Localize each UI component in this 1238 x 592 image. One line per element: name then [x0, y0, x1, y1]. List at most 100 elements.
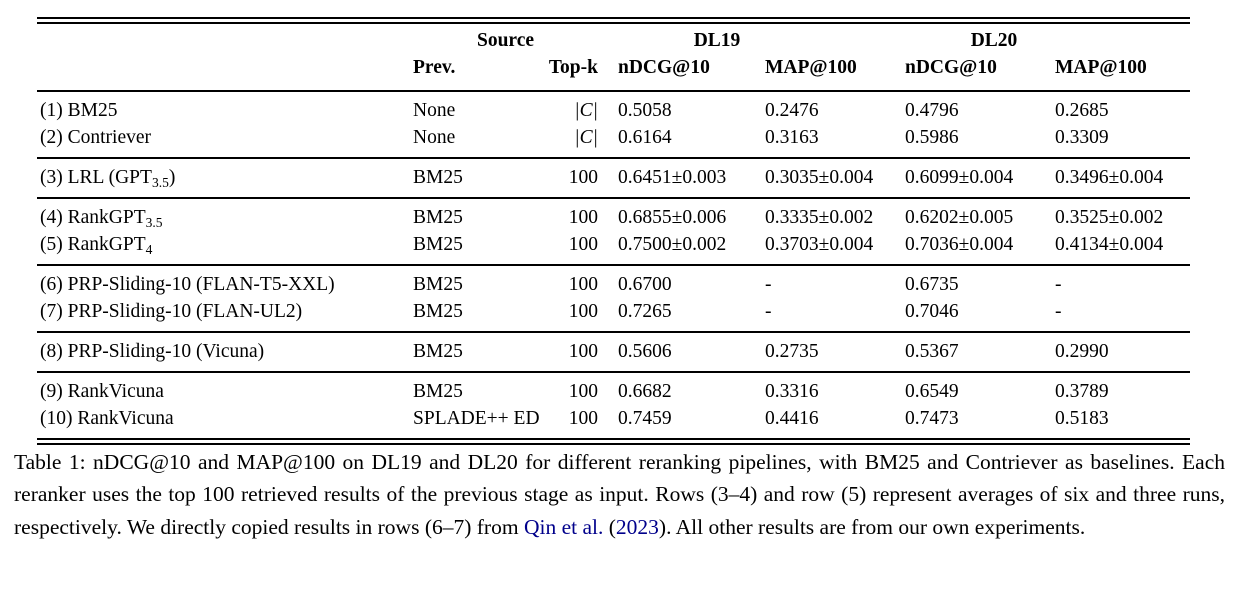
cell-dl20-ndcg: 0.6549: [905, 381, 959, 402]
cell-dl19-ndcg: 0.7500±0.002: [618, 234, 727, 255]
cell-method: (4) RankGPT3.5: [40, 207, 163, 230]
cell-dl20-map: 0.3525±0.002: [1055, 207, 1164, 228]
table-row: (5) RankGPT4 BM25 100 0.7500±0.002 0.370…: [37, 231, 1190, 265]
cell-dl20-ndcg: 0.7473: [905, 408, 959, 429]
caption-text: (: [603, 514, 616, 539]
results-table: Source DL19 DL20 Prev. Top-k nDCG@10 MAP…: [37, 22, 1190, 440]
table-row: (7) PRP-Sliding-10 (FLAN-UL2) BM25 100 0…: [37, 298, 1190, 332]
cell-dl19-ndcg: 0.6855±0.006: [618, 207, 727, 228]
cell-dl20-map: 0.2685: [1055, 100, 1109, 121]
cell-prev: BM25: [413, 234, 463, 255]
cell-topk: |C|: [574, 100, 598, 121]
empty-header-cell: [37, 23, 413, 55]
caption-text: ). All other results are from our own ex…: [658, 514, 1086, 539]
cell-dl20-map: 0.4134±0.004: [1055, 234, 1164, 255]
table-caption: Table 1: nDCG@10 and MAP@100 on DL19 and…: [14, 446, 1225, 543]
cell-prev: None: [413, 100, 456, 121]
cell-dl19-map: 0.3335±0.002: [765, 207, 874, 228]
cell-method: (3) LRL (GPT3.5): [40, 167, 176, 190]
table-row: (4) RankGPT3.5 BM25 100 0.6855±0.006 0.3…: [37, 198, 1190, 231]
cell-prev: BM25: [413, 341, 463, 362]
cell-dl19-ndcg: 0.5058: [618, 100, 672, 121]
cell-dl19-ndcg: 0.6682: [618, 381, 672, 402]
cell-method: (8) PRP-Sliding-10 (Vicuna): [40, 341, 265, 362]
cell-topk: 100: [568, 234, 598, 255]
header-topk: Top-k: [548, 57, 598, 78]
cell-dl20-ndcg: 0.5367: [905, 341, 959, 362]
header-columns-row: Prev. Top-k nDCG@10 MAP@100 nDCG@10 MAP@…: [37, 55, 1190, 91]
method-subscript: 4: [145, 242, 153, 257]
header-dl20-group: DL20: [970, 30, 1018, 51]
table-header: Source DL19 DL20 Prev. Top-k nDCG@10 MAP…: [37, 23, 1190, 91]
cell-prev: BM25: [413, 207, 463, 228]
cell-dl20-ndcg: 0.7046: [905, 301, 959, 322]
group-rankgpt: (4) RankGPT3.5 BM25 100 0.6855±0.006 0.3…: [37, 198, 1190, 265]
cell-topk: 100: [568, 274, 598, 295]
cell-dl20-map: 0.3496±0.004: [1055, 167, 1164, 188]
cell-dl19-map: -: [765, 301, 772, 322]
cell-dl19-map: -: [765, 274, 772, 295]
group-lrl: (3) LRL (GPT3.5) BM25 100 0.6451±0.003 0…: [37, 158, 1190, 198]
cell-prev: BM25: [413, 381, 463, 402]
cell-topk: 100: [568, 167, 598, 188]
table-row: (9) RankVicuna BM25 100 0.6682 0.3316 0.…: [37, 372, 1190, 405]
cell-dl19-map: 0.2735: [765, 341, 819, 362]
cell-prev: None: [413, 127, 456, 148]
cell-dl20-map: 0.3789: [1055, 381, 1109, 402]
cell-method: (9) RankVicuna: [40, 381, 164, 402]
table-row: (2) Contriever None |C| 0.6164 0.3163 0.…: [37, 124, 1190, 158]
cell-dl19-map: 0.2476: [765, 100, 819, 121]
cell-method: (2) Contriever: [40, 127, 152, 148]
cell-dl20-map: 0.3309: [1055, 127, 1109, 148]
cell-topk: 100: [568, 408, 598, 429]
citation-link-qin-et-al[interactable]: Qin et al.: [523, 514, 604, 539]
citation-link-year[interactable]: 2023: [615, 514, 659, 539]
method-subscript: 3.5: [145, 215, 163, 230]
method-subscript: 3.5: [151, 175, 169, 190]
cell-dl20-ndcg: 0.5986: [905, 127, 959, 148]
cell-topk: 100: [568, 207, 598, 228]
cell-dl19-ndcg: 0.7265: [618, 301, 672, 322]
cell-topk: 100: [568, 341, 598, 362]
caption-text: Table 1: nDCG@10 and MAP@100 on DL19 and…: [14, 450, 1225, 539]
cell-dl19-map: 0.3316: [765, 381, 819, 402]
cell-dl19-map: 0.3163: [765, 127, 819, 148]
cell-prev: SPLADE++ ED: [413, 408, 540, 429]
cell-dl20-map: -: [1055, 274, 1062, 295]
cell-dl19-ndcg: 0.7459: [618, 408, 672, 429]
cell-method: (7) PRP-Sliding-10 (FLAN-UL2): [40, 301, 303, 322]
cell-method: (6) PRP-Sliding-10 (FLAN-T5-XXL): [40, 274, 335, 295]
cell-dl19-ndcg: 0.6700: [618, 274, 672, 295]
table-row: (6) PRP-Sliding-10 (FLAN-T5-XXL) BM25 10…: [37, 265, 1190, 298]
cell-prev: BM25: [413, 167, 463, 188]
cell-dl20-ndcg: 0.6099±0.004: [905, 167, 1014, 188]
cell-dl19-map: 0.4416: [765, 408, 819, 429]
table-row: (1) BM25 None |C| 0.5058 0.2476 0.4796 0…: [37, 91, 1190, 124]
header-dl20-ndcg: nDCG@10: [905, 57, 997, 78]
header-dl19-ndcg: nDCG@10: [618, 57, 710, 78]
cell-topk: |C|: [574, 127, 598, 148]
header-dl19-map: MAP@100: [765, 57, 857, 78]
cell-method: (5) RankGPT4: [40, 234, 153, 257]
group-baselines: (1) BM25 None |C| 0.5058 0.2476 0.4796 0…: [37, 91, 1190, 158]
cell-dl19-map: 0.3035±0.004: [765, 167, 874, 188]
cell-method: (10) RankVicuna: [40, 408, 174, 429]
results-table-frame: Source DL19 DL20 Prev. Top-k nDCG@10 MAP…: [37, 17, 1190, 445]
cell-dl20-map: 0.5183: [1055, 408, 1109, 429]
header-prev: Prev.: [413, 57, 456, 78]
cell-dl20-map: 0.2990: [1055, 341, 1109, 362]
cell-method: (1) BM25: [40, 100, 118, 121]
cell-dl19-ndcg: 0.6451±0.003: [618, 167, 727, 188]
header-group-row: Source DL19 DL20: [37, 23, 1190, 55]
cell-dl20-ndcg: 0.4796: [905, 100, 959, 121]
table-row: (3) LRL (GPT3.5) BM25 100 0.6451±0.003 0…: [37, 158, 1190, 198]
cell-dl20-ndcg: 0.7036±0.004: [905, 234, 1014, 255]
cell-topk: 100: [568, 301, 598, 322]
cell-dl19-ndcg: 0.5606: [618, 341, 672, 362]
empty-header-cell: [37, 55, 413, 91]
table-row: (10) RankVicuna SPLADE++ ED 100 0.7459 0…: [37, 405, 1190, 439]
header-dl19-group: DL19: [693, 30, 741, 51]
group-rankvicuna: (9) RankVicuna BM25 100 0.6682 0.3316 0.…: [37, 372, 1190, 439]
cell-dl19-map: 0.3703±0.004: [765, 234, 874, 255]
